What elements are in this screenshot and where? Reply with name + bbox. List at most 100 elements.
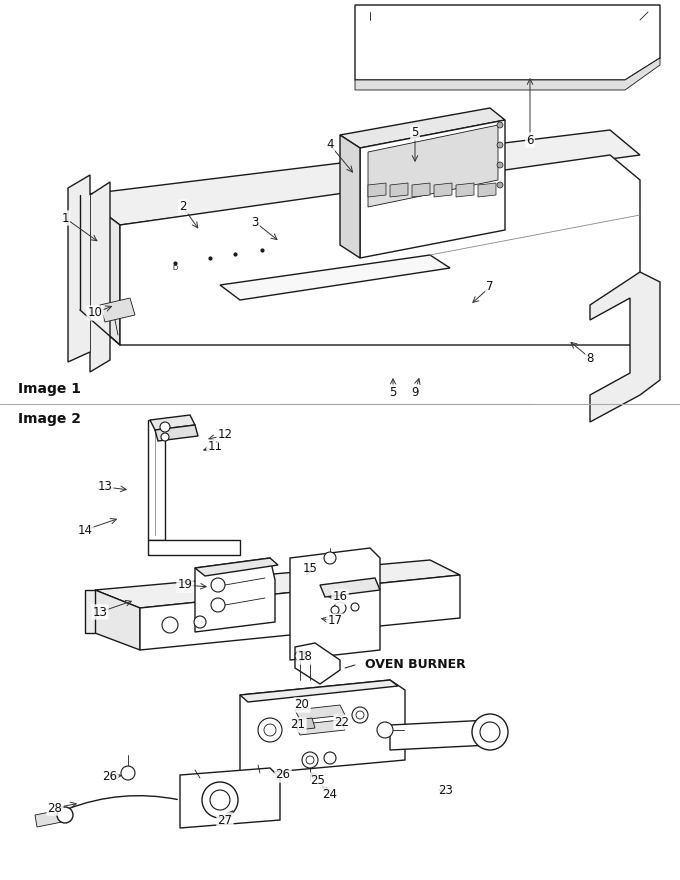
Text: 26: 26: [275, 768, 290, 781]
Polygon shape: [140, 575, 460, 650]
Polygon shape: [295, 705, 345, 720]
Polygon shape: [120, 155, 640, 345]
Text: 26: 26: [103, 771, 118, 783]
Polygon shape: [195, 558, 278, 576]
Circle shape: [211, 598, 225, 612]
Circle shape: [377, 722, 393, 738]
Text: 21: 21: [290, 718, 305, 731]
Circle shape: [352, 707, 368, 723]
Text: 16: 16: [333, 590, 347, 604]
Circle shape: [324, 752, 336, 764]
Text: 11: 11: [207, 441, 222, 453]
Polygon shape: [368, 125, 498, 207]
Polygon shape: [390, 183, 408, 197]
Text: 5: 5: [411, 127, 419, 140]
Text: 9: 9: [411, 385, 419, 399]
Polygon shape: [155, 425, 198, 441]
Polygon shape: [355, 58, 660, 90]
Text: 25: 25: [311, 774, 326, 787]
Text: 14: 14: [78, 524, 92, 537]
Text: 13: 13: [92, 605, 107, 619]
Polygon shape: [35, 810, 62, 827]
Circle shape: [324, 552, 336, 564]
Polygon shape: [456, 183, 474, 197]
Text: 18: 18: [298, 650, 312, 664]
Circle shape: [264, 724, 276, 736]
Polygon shape: [195, 558, 275, 632]
Polygon shape: [225, 612, 265, 625]
Circle shape: [356, 711, 364, 719]
Text: 1: 1: [61, 211, 69, 224]
Polygon shape: [220, 255, 450, 300]
Text: Image 1: Image 1: [18, 382, 81, 396]
Circle shape: [161, 433, 169, 441]
Polygon shape: [320, 578, 380, 597]
Circle shape: [480, 722, 500, 742]
Polygon shape: [180, 768, 280, 828]
Polygon shape: [295, 720, 345, 735]
Circle shape: [160, 422, 170, 432]
Circle shape: [302, 752, 318, 768]
Polygon shape: [340, 135, 360, 258]
Circle shape: [334, 602, 346, 614]
Polygon shape: [148, 420, 165, 540]
Text: 22: 22: [335, 715, 350, 729]
Circle shape: [497, 142, 503, 148]
Text: 12: 12: [218, 429, 233, 442]
Text: 13: 13: [97, 480, 112, 494]
Polygon shape: [434, 183, 452, 197]
Polygon shape: [80, 130, 640, 225]
Polygon shape: [68, 175, 110, 372]
Text: 17: 17: [328, 614, 343, 627]
Text: 24: 24: [322, 788, 337, 802]
Text: OVEN BURNER: OVEN BURNER: [365, 658, 466, 671]
Polygon shape: [360, 120, 505, 258]
Text: 3: 3: [252, 216, 258, 229]
Polygon shape: [355, 5, 660, 80]
Text: 7: 7: [486, 281, 494, 294]
Text: 20: 20: [294, 699, 309, 712]
Polygon shape: [95, 590, 140, 650]
Circle shape: [306, 756, 314, 764]
Circle shape: [194, 616, 206, 628]
Text: 28: 28: [48, 802, 63, 815]
Circle shape: [210, 790, 230, 810]
Polygon shape: [412, 183, 430, 197]
Polygon shape: [478, 183, 496, 197]
Polygon shape: [290, 548, 380, 660]
Text: Image 2: Image 2: [18, 412, 81, 426]
Polygon shape: [590, 272, 660, 422]
Circle shape: [57, 807, 73, 823]
Polygon shape: [295, 643, 340, 684]
Text: 2: 2: [180, 201, 187, 214]
Polygon shape: [148, 540, 240, 555]
Circle shape: [121, 766, 135, 780]
Circle shape: [162, 617, 178, 633]
Text: 23: 23: [439, 783, 454, 796]
Text: D: D: [172, 265, 177, 271]
Polygon shape: [295, 718, 315, 730]
Circle shape: [497, 122, 503, 128]
Circle shape: [211, 578, 225, 592]
Text: 19: 19: [177, 578, 192, 591]
Circle shape: [497, 182, 503, 188]
Text: 10: 10: [88, 306, 103, 319]
Circle shape: [497, 162, 503, 168]
Polygon shape: [240, 680, 405, 775]
Polygon shape: [390, 720, 490, 750]
Polygon shape: [100, 298, 135, 322]
Polygon shape: [368, 183, 386, 197]
Text: 5: 5: [390, 385, 396, 399]
Text: 6: 6: [526, 134, 534, 146]
Circle shape: [258, 718, 282, 742]
Circle shape: [472, 714, 508, 750]
Polygon shape: [85, 590, 95, 633]
Text: 4: 4: [326, 138, 334, 151]
Polygon shape: [150, 415, 195, 430]
Circle shape: [331, 606, 339, 614]
Circle shape: [295, 651, 305, 661]
Text: 8: 8: [586, 351, 594, 364]
Polygon shape: [95, 560, 460, 608]
Polygon shape: [80, 195, 120, 345]
Polygon shape: [340, 108, 505, 148]
